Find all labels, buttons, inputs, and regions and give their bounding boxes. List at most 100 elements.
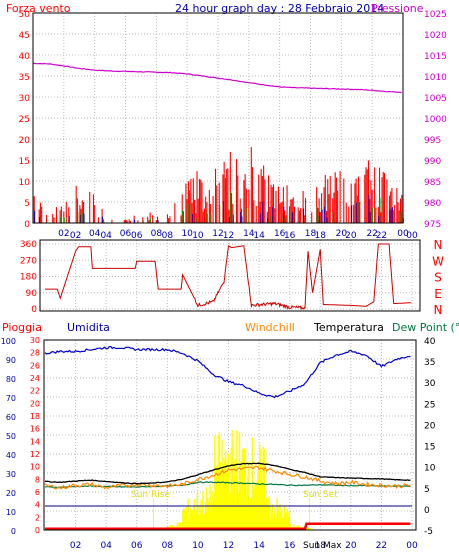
direction-x-tick-label: 10 xyxy=(192,231,204,241)
top-x-tick-label: 20 xyxy=(336,229,348,239)
top-pressure-axis-labels: 1025 1020 1015 1010 1005 1000 995 990 985 980 975 xyxy=(424,10,447,230)
top-x-tick-label: 00 xyxy=(397,229,409,239)
rain-tick-label: 24 xyxy=(30,374,40,383)
top-pressure-tick-label: 1005 xyxy=(424,94,447,104)
top-x-tick-label: 16 xyxy=(274,229,286,239)
bottom-x-tick-label: 16 xyxy=(284,541,296,551)
top-pressure-tick-label: 980 xyxy=(424,199,441,209)
bottom-x-tick-label: 18 xyxy=(315,541,327,551)
top-pressure-tick-label: 1015 xyxy=(424,52,447,62)
top-x-tick-label: 08 xyxy=(151,229,163,239)
humidity-tick-label: 30 xyxy=(6,470,16,479)
wind-title: Forza vento xyxy=(6,2,71,15)
direction-x-tick-label: 06 xyxy=(131,231,143,241)
top-y-tick-label: 0 xyxy=(24,220,30,230)
direction-y-tick-label: 270 xyxy=(20,256,37,266)
sunrise-label: Sun Rise xyxy=(131,490,170,500)
top-y-tick-label: 30 xyxy=(19,94,31,104)
temperature-tick-label: 25 xyxy=(424,400,435,410)
top-pressure-tick-label: 985 xyxy=(424,178,441,188)
top-x-tick-label: 22 xyxy=(366,229,377,239)
temperature-tick-label: 20 xyxy=(424,421,436,431)
bottom-x-tick-label: 00 xyxy=(406,541,418,551)
humidity-tick-label: 10 xyxy=(6,508,16,517)
humidity-tick-label: 20 xyxy=(6,489,16,498)
rain-tick-label: 10 xyxy=(30,463,40,472)
top-pressure-tick-label: 975 xyxy=(424,220,441,230)
rain-line xyxy=(45,522,411,530)
bottom-panel: Pioggia Umidita Windchill Temperatura De… xyxy=(1,321,459,551)
dewpoint-line xyxy=(44,481,411,489)
rain-tick-label: 20 xyxy=(30,399,40,408)
top-y-tick-label: 50 xyxy=(19,10,31,20)
top-y-tick-label: 20 xyxy=(19,136,31,146)
bottom-x-tick-label: 20 xyxy=(345,541,357,551)
compass-label: S xyxy=(434,271,442,285)
compass-label: N xyxy=(434,303,443,317)
bottom-frame xyxy=(43,339,417,531)
temperature-tick-label: 35 xyxy=(424,358,435,368)
rain-tick-label: 6 xyxy=(35,488,40,497)
bottom-x-tick-label: 02 xyxy=(70,541,81,551)
direction-x-tick-label: 02 xyxy=(70,231,81,241)
direction-x-tick-label: 18 xyxy=(315,231,327,241)
bottom-x-tick-label: 22 xyxy=(376,541,387,551)
rain-tick-label: 8 xyxy=(35,475,40,484)
bottom-x-tick-label: 08 xyxy=(162,541,174,551)
direction-y-tick-label: 90 xyxy=(26,289,38,299)
direction-frame xyxy=(39,239,421,312)
humidity-tick-label: 0 xyxy=(11,527,16,536)
bottom-x-tick-label: 10 xyxy=(192,541,204,551)
top-x-tick-label: 18 xyxy=(305,229,317,239)
rain-tick-label: 4 xyxy=(35,501,40,510)
top-x-tick-label: 06 xyxy=(120,229,132,239)
direction-y-axis-labels: 360 270 180 90 0 xyxy=(20,240,37,315)
rain-tick-label: 14 xyxy=(30,437,40,446)
bottom-x-tick-label: 12 xyxy=(223,541,234,551)
rain-tick-label: 12 xyxy=(30,450,40,459)
top-y-tick-label: 45 xyxy=(19,31,30,41)
compass-label: E xyxy=(434,287,442,301)
legend-rain: Pioggia xyxy=(2,321,42,334)
temperature-tick-label: 40 xyxy=(424,337,436,347)
top-grid xyxy=(33,12,404,224)
humidity-tick-label: 70 xyxy=(6,394,16,403)
top-pressure-tick-label: 1010 xyxy=(424,73,447,83)
top-y-tick-label: 15 xyxy=(19,157,30,167)
legend-dewpoint: Dew Point (°C xyxy=(392,321,459,334)
rain-tick-label: 26 xyxy=(30,361,40,370)
rain-tick-label: 16 xyxy=(30,425,40,434)
top-x-tick-label: 04 xyxy=(89,229,101,239)
top-y-tick-label: 40 xyxy=(19,52,31,62)
legend-windchill: Windchill xyxy=(245,321,295,334)
direction-x-tick-label: 16 xyxy=(284,231,296,241)
direction-y-tick-label: 180 xyxy=(20,273,37,283)
direction-x-axis-labels: 02 04 06 08 10 12 14 16 18 20 22 00 xyxy=(70,231,418,241)
temperature-tick-label: 0 xyxy=(424,506,430,516)
compass-label: N xyxy=(434,238,443,252)
wind-bars xyxy=(33,147,404,223)
direction-x-tick-label: 00 xyxy=(406,231,418,241)
sunmax-label: Sun Max xyxy=(303,541,342,551)
direction-y-tick-label: 0 xyxy=(31,305,37,315)
rain-tick-label: 0 xyxy=(35,526,40,535)
top-x-tick-label: 02 xyxy=(58,229,69,239)
bottom-x-tick-label: 14 xyxy=(253,541,265,551)
temperature-axis-labels: 40 35 30 25 20 15 10 5 0 -5 xyxy=(424,337,436,537)
bottom-x-axis-labels: 02 04 06 08 10 12 14 16 18 20 22 00 xyxy=(70,541,418,551)
direction-x-tick-label: 04 xyxy=(100,231,112,241)
top-panel: Forza vento 24 hour graph day : 28 Febbr… xyxy=(6,2,447,239)
sunset-label: Sun Set xyxy=(303,490,338,500)
direction-x-tick-label: 12 xyxy=(223,231,234,241)
wind-direction-line xyxy=(45,243,412,311)
rain-tick-label: 28 xyxy=(30,349,40,358)
top-x-axis-labels: 02 04 06 08 10 12 14 16 18 20 22 00 xyxy=(58,229,409,239)
humidity-line xyxy=(44,345,411,399)
humidity-tick-label: 50 xyxy=(6,432,16,441)
humidity-tick-label: 80 xyxy=(6,375,16,384)
direction-x-tick-label: 20 xyxy=(345,231,357,241)
